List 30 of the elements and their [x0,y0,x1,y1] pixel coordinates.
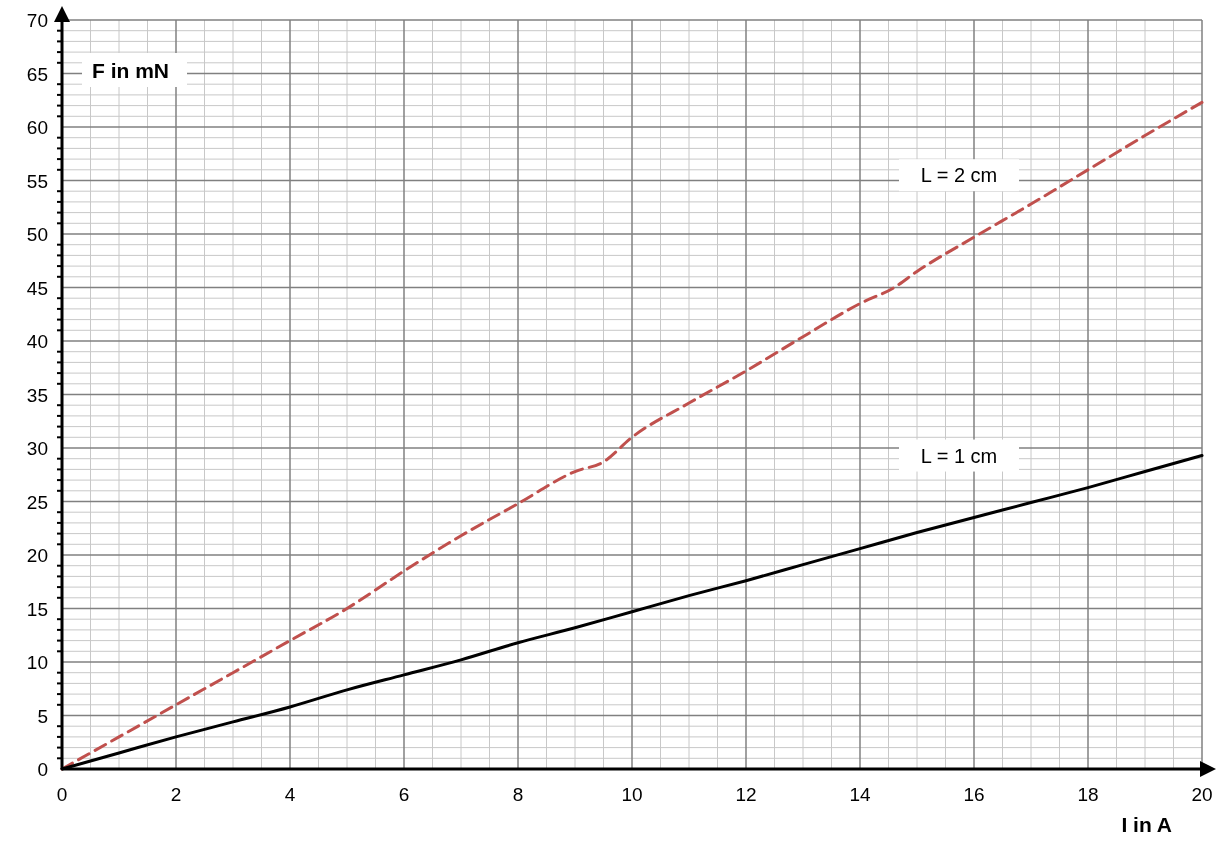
y-tick-label: 65 [26,63,48,85]
y-tick-label: 45 [26,277,48,299]
x-tick-label: 14 [849,784,871,805]
y-tick-label: 0 [37,759,48,780]
x-tick-label: 0 [56,784,68,805]
x-tick-label: 4 [284,784,296,805]
y-axis-title: F in mN [92,59,169,82]
x-tick-label: 10 [621,784,643,805]
y-tick-label: 5 [37,705,48,727]
y-tick-label: 10 [26,652,48,673]
y-tick-label: 25 [26,491,48,513]
x-tick-label: 12 [735,784,757,805]
x-tick-label: 20 [1191,784,1213,805]
series-label: L = 2 cm [920,164,998,187]
y-tick-label: 70 [26,10,48,31]
y-tick-label: 30 [26,438,48,459]
x-axis-title: I in A [1121,813,1172,836]
y-tick-label: 20 [26,545,48,566]
y-tick-label: 60 [26,117,48,138]
y-tick-label: 55 [26,170,48,192]
y-tick-label: 40 [26,331,48,352]
x-tick-label: 6 [398,784,410,805]
x-tick-label: 16 [963,784,985,805]
y-tick-label: 50 [26,224,48,245]
y-tick-label: 15 [26,598,48,620]
y-tick-label: 35 [26,384,48,406]
x-tick-label: 18 [1077,784,1099,805]
x-tick-label: 2 [170,784,182,805]
text: L = 1 cm [920,444,998,467]
x-tick-label: 8 [512,784,524,805]
